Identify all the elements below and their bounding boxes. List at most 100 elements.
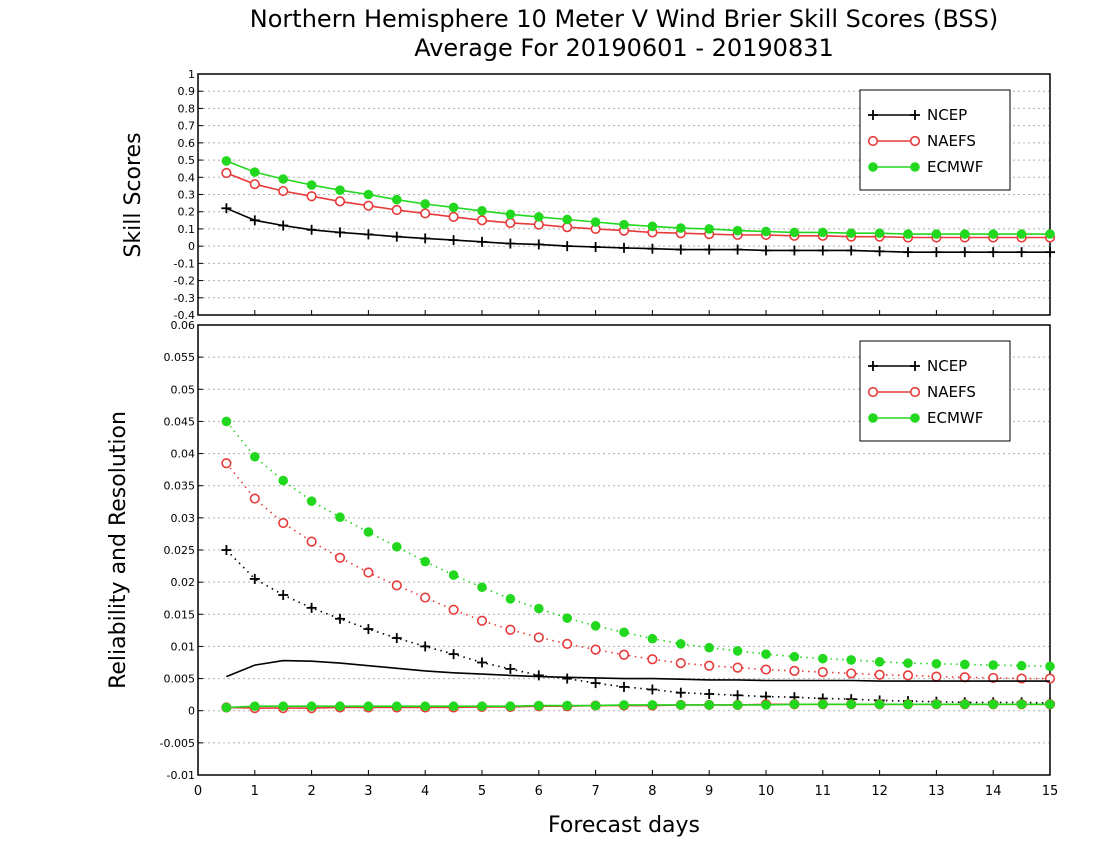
y-tick-label: 0.015 bbox=[164, 608, 196, 621]
point-marker bbox=[647, 700, 658, 710]
point-marker bbox=[619, 627, 629, 638]
y-tick-label: -0.2 bbox=[174, 275, 195, 288]
point-marker bbox=[732, 700, 743, 710]
point-marker bbox=[704, 660, 715, 671]
point-marker bbox=[676, 223, 686, 233]
point-marker bbox=[590, 621, 601, 631]
point-marker bbox=[448, 701, 459, 712]
y-tick-label: 0.025 bbox=[164, 544, 196, 557]
point-marker bbox=[278, 174, 289, 184]
point-marker bbox=[1016, 699, 1027, 710]
point-marker bbox=[534, 603, 544, 614]
point-marker bbox=[533, 632, 544, 643]
point-marker bbox=[448, 202, 459, 213]
point-marker bbox=[505, 209, 516, 220]
point-marker bbox=[505, 217, 516, 229]
point-marker bbox=[1016, 660, 1027, 671]
point-marker bbox=[221, 156, 232, 166]
series-line bbox=[225, 420, 1051, 668]
y-tick-label: -0.1 bbox=[174, 257, 195, 270]
point-marker bbox=[874, 669, 885, 680]
legend-marker bbox=[868, 413, 878, 423]
point-marker bbox=[363, 701, 374, 712]
point-marker bbox=[278, 701, 289, 712]
point-marker bbox=[874, 699, 885, 710]
point-marker bbox=[846, 668, 857, 679]
point-marker bbox=[391, 204, 402, 216]
point-marker bbox=[704, 700, 714, 710]
point-marker bbox=[306, 180, 317, 190]
point-marker bbox=[960, 659, 970, 670]
point-marker bbox=[534, 212, 544, 222]
x-axis-label: Forecast days bbox=[548, 813, 700, 838]
point-marker bbox=[903, 658, 913, 668]
y-tick-label: 0.6 bbox=[178, 137, 196, 150]
point-marker bbox=[534, 700, 544, 711]
y-tick-label: 0.8 bbox=[178, 102, 196, 115]
point-marker bbox=[221, 416, 232, 427]
series-line bbox=[225, 549, 1051, 704]
x-tick-label: 2 bbox=[307, 784, 315, 799]
x-tick-label: 12 bbox=[871, 784, 888, 799]
point-marker bbox=[334, 196, 346, 207]
point-marker bbox=[335, 701, 345, 712]
y-tick-label: 0.03 bbox=[171, 512, 196, 525]
point-marker bbox=[988, 672, 999, 684]
point-marker bbox=[647, 633, 658, 644]
y-tick-label: 0.5 bbox=[178, 154, 196, 167]
point-marker bbox=[477, 206, 487, 216]
legend-label: ECMWF bbox=[927, 158, 983, 176]
legend-label: NCEP bbox=[927, 106, 967, 124]
point-marker bbox=[505, 701, 516, 712]
x-tick-label: 13 bbox=[928, 784, 945, 799]
y-tick-label: 0.2 bbox=[178, 206, 196, 219]
point-marker bbox=[732, 646, 743, 656]
x-tick-label: 1 bbox=[251, 784, 259, 799]
point-marker bbox=[477, 701, 487, 712]
point-marker bbox=[221, 458, 232, 469]
legend-marker bbox=[909, 386, 921, 398]
y-tick-label: 0.05 bbox=[171, 383, 196, 396]
x-tick-label: 8 bbox=[648, 784, 656, 799]
x-tick-label: 6 bbox=[535, 784, 543, 799]
y-tick-label: 0.3 bbox=[178, 189, 196, 202]
point-marker bbox=[448, 604, 459, 615]
point-marker bbox=[846, 228, 856, 239]
y-tick-label: 0.1 bbox=[178, 223, 196, 236]
point-marker bbox=[760, 664, 772, 675]
point-marker bbox=[959, 672, 970, 683]
point-marker bbox=[249, 493, 260, 504]
point-marker bbox=[817, 667, 828, 678]
legend-label: NAEFS bbox=[927, 132, 976, 150]
y-tick-label: 0 bbox=[188, 240, 195, 253]
point-marker bbox=[278, 475, 289, 486]
point-marker bbox=[392, 194, 402, 205]
point-marker bbox=[476, 215, 488, 226]
point-marker bbox=[902, 670, 914, 681]
x-tick-label: 0 bbox=[194, 784, 202, 799]
point-marker bbox=[363, 200, 374, 211]
point-marker bbox=[363, 189, 374, 200]
x-tick-label: 11 bbox=[815, 784, 832, 799]
point-marker bbox=[960, 229, 970, 239]
point-marker bbox=[590, 217, 601, 227]
y-tick-label: 0.02 bbox=[171, 576, 196, 589]
point-marker bbox=[789, 227, 800, 238]
x-tick-label: 9 bbox=[705, 784, 713, 799]
point-marker bbox=[761, 226, 771, 237]
point-marker bbox=[618, 649, 630, 660]
legend-marker bbox=[867, 386, 879, 398]
point-marker bbox=[448, 211, 459, 222]
point-marker bbox=[988, 699, 998, 710]
series-line bbox=[226, 207, 1050, 253]
point-marker bbox=[1045, 229, 1055, 239]
y-tick-label: 0.005 bbox=[164, 673, 196, 686]
point-marker bbox=[392, 701, 402, 712]
point-marker bbox=[931, 658, 942, 669]
point-marker bbox=[420, 592, 431, 603]
point-marker bbox=[363, 527, 374, 537]
x-tick-label: 7 bbox=[591, 784, 599, 799]
point-marker bbox=[392, 541, 402, 552]
point-marker bbox=[335, 512, 345, 523]
point-marker bbox=[789, 665, 800, 676]
